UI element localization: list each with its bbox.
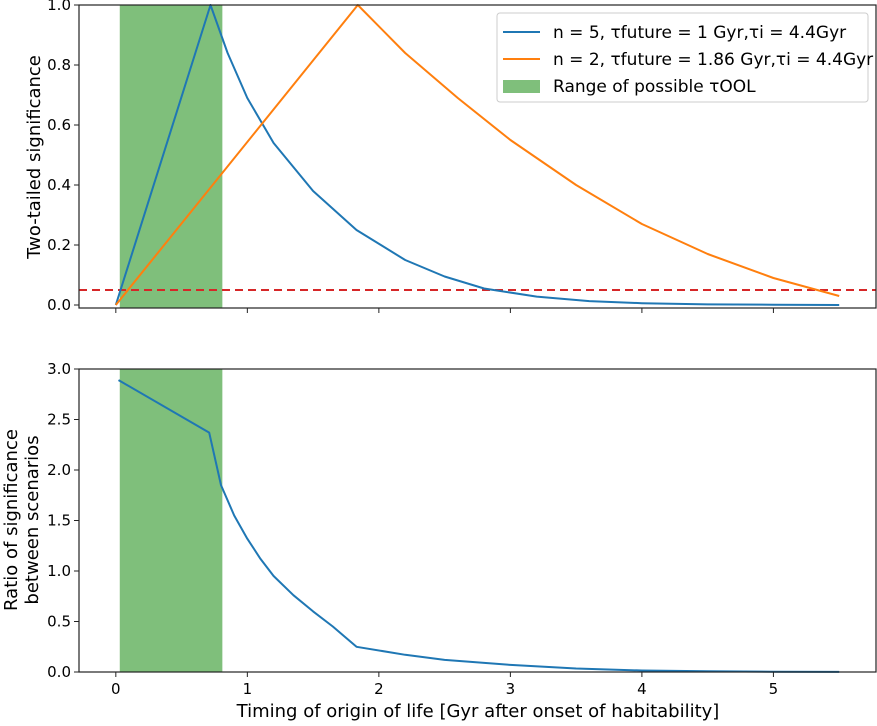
x-tick-label: 3 <box>506 680 516 698</box>
legend-label-0: n = 5, τfuture = 1 Gyr,τi = 4.4Gyr <box>553 23 846 43</box>
bottom-ylabel-line2: between scenarios <box>22 435 43 604</box>
y-tick-label: 0.2 <box>47 236 71 254</box>
green-span <box>119 5 223 308</box>
axes-frame <box>78 4 877 309</box>
x-tick-label: 1 <box>243 680 253 698</box>
y-tick-label: 0.4 <box>47 176 71 194</box>
x-tick-label: 0 <box>111 680 121 698</box>
y-tick-label: 1.0 <box>47 562 71 580</box>
legend-label-2: Range of possible τOOL <box>553 77 756 97</box>
y-tick-label: 0.8 <box>47 56 71 74</box>
green-span <box>119 369 223 672</box>
y-tick-label: 1.0 <box>47 0 71 14</box>
top-ylabel: Two-tailed significance <box>24 55 45 260</box>
bottom-axes: 0.0 0.5 1.0 1.5 2.0 2.5 3.0 0 1 2 3 4 5 <box>47 360 877 698</box>
x-tick-label: 2 <box>374 680 384 698</box>
top-axes: 0.0 0.2 0.4 0.6 0.8 1.0 <box>47 0 877 314</box>
x-tick-label: 5 <box>769 680 779 698</box>
y-tick-label: 0.0 <box>47 296 71 314</box>
y-tick-label: 0.5 <box>47 613 71 631</box>
y-tick-label: 3.0 <box>47 360 71 378</box>
y-tick-label: 2.5 <box>47 411 71 429</box>
y-tick-label: 1.5 <box>47 512 71 530</box>
legend-box <box>496 12 869 103</box>
y-tick-label: 2.0 <box>47 461 71 479</box>
series-line-0 <box>117 379 840 673</box>
y-tick-label: 0.0 <box>47 663 71 681</box>
bottom-ylabel-line1: Ratio of significance <box>1 429 22 611</box>
legend-label-1: n = 2, τfuture = 1.86 Gyr,τi = 4.4Gyr <box>553 50 873 70</box>
series-line-1 <box>115 4 840 306</box>
y-tick-label: 0.6 <box>47 116 71 134</box>
legend-patch <box>503 80 540 93</box>
x-tick-label: 4 <box>637 680 647 698</box>
legend: n = 5, τfuture = 1 Gyr,τi = 4.4Gyr n = 2,… <box>496 12 873 103</box>
series-line-0 <box>114 4 840 306</box>
xlabel: Timing of origin of life [Gyr after onse… <box>236 701 720 722</box>
